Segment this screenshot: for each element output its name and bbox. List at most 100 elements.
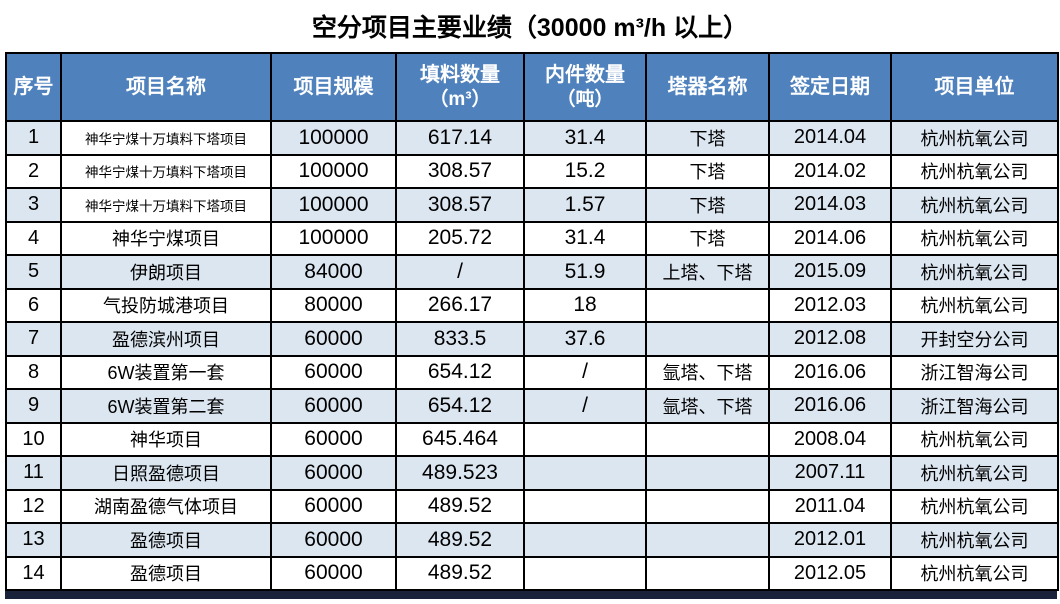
cell-sign-date: 2014.02 [768, 153, 892, 189]
cell-packing-qty: 617.14 [395, 120, 525, 156]
table-row: 10 神华项目 60000 645.464 2008.04 杭州杭氧公司 [5, 421, 1059, 457]
table-row: 14 盈德项目 60000 489.52 2012.05 杭州杭氧公司 [5, 555, 1059, 591]
column-header-label: 填料数量 [420, 63, 500, 86]
column-header-sublabel: （m³） [429, 88, 491, 110]
cell-project-name: 盈德项目 [60, 522, 272, 558]
cell-tower-name: 下塔 [645, 120, 770, 156]
cell-project-unit: 杭州杭氧公司 [890, 254, 1059, 290]
column-header-project-unit: 项目单位 [890, 52, 1059, 122]
table-row: 13 盈德项目 60000 489.52 2012.01 杭州杭氧公司 [5, 522, 1059, 558]
cell-scale: 60000 [270, 522, 397, 558]
cell-internals-qty [523, 522, 647, 558]
column-header-project-name: 项目名称 [60, 52, 272, 122]
cell-scale: 60000 [270, 388, 397, 424]
column-header-internals-qty: 内件数量 （吨） [523, 52, 647, 122]
table-row: 2 神华宁煤十万填料下塔项目 100000 308.57 15.2 下塔 2014.02 杭州… [5, 153, 1059, 189]
cell-project-name: 神华宁煤项目 [60, 220, 272, 256]
cell-scale: 100000 [270, 153, 397, 189]
cell-project-name: 神华宁煤十万填料下塔项目 [60, 120, 272, 156]
cell-sign-date: 2014.04 [768, 120, 892, 156]
table-row: 7 盈德滨州项目 60000 833.5 37.6 2012.08 开封空分公司 [5, 321, 1059, 357]
cell-project-name: 伊朗项目 [60, 254, 272, 290]
cell-internals-qty [523, 555, 647, 591]
cell-project-name: 盈德项目 [60, 555, 272, 591]
cell-sign-date: 2011.04 [768, 488, 892, 524]
cell-packing-qty: 308.57 [395, 153, 525, 189]
cell-sign-date: 2014.03 [768, 187, 892, 223]
cell-packing-qty: 489.52 [395, 522, 525, 558]
cell-tower-name: 下塔 [645, 153, 770, 189]
cell-packing-qty: 654.12 [395, 354, 525, 390]
table-row: 11 日照盈德项目 60000 489.523 2007.11 杭州杭氧公司 [5, 455, 1059, 491]
cell-scale: 100000 [270, 220, 397, 256]
cell-internals-qty: 31.4 [523, 220, 647, 256]
cell-sign-date: 2008.04 [768, 421, 892, 457]
column-header-label: 项目单位 [934, 76, 1015, 98]
cell-index: 1 [5, 120, 62, 156]
cell-sign-date: 2012.01 [768, 522, 892, 558]
cell-index: 2 [5, 153, 62, 189]
header-row: 序号 项目名称 项目规模 填料数量 （m³） 内件数量 （吨） 塔器名称 签定日期 项目单位 [5, 52, 1059, 122]
cell-project-unit: 浙江智海公司 [890, 354, 1059, 390]
cell-sign-date: 2016.06 [768, 388, 892, 424]
cell-sign-date: 2012.05 [768, 555, 892, 591]
cell-internals-qty: 18 [523, 287, 647, 323]
cell-scale: 80000 [270, 287, 397, 323]
table-body: 1 神华宁煤十万填料下塔项目 100000 617.14 31.4 下塔 2014.04 杭州… [5, 120, 1059, 591]
cell-internals-qty: / [523, 354, 647, 390]
column-header-tower-name: 塔器名称 [645, 52, 770, 122]
column-header-label: 内件数量 [545, 63, 625, 86]
cell-tower-name: 上塔、下塔 [645, 254, 770, 290]
cell-index: 9 [5, 388, 62, 424]
cell-project-unit: 杭州杭氧公司 [890, 153, 1059, 189]
cell-project-unit: 杭州杭氧公司 [890, 522, 1059, 558]
column-header-label: 签定日期 [790, 76, 870, 98]
cell-tower-name: 下塔 [645, 187, 770, 223]
cell-project-name: 日照盈德项目 [60, 455, 272, 491]
cell-scale: 60000 [270, 421, 397, 457]
cell-project-name: 湖南盈德气体项目 [60, 488, 272, 524]
cell-project-name: 盈德滨州项目 [60, 321, 272, 357]
cell-project-unit: 浙江智海公司 [890, 388, 1059, 424]
cell-index: 10 [5, 421, 62, 457]
column-header-label: 塔器名称 [667, 76, 748, 98]
cell-tower-name [645, 421, 770, 457]
cell-index: 3 [5, 187, 62, 223]
cell-packing-qty: 308.57 [395, 187, 525, 223]
cell-project-name: 气投防城港项目 [60, 287, 272, 323]
cell-scale: 100000 [270, 120, 397, 156]
table-row: 9 6W装置第二套 60000 654.12/氩塔、下塔 2016.06 浙江智海公司 [5, 388, 1059, 424]
cell-scale: 84000 [270, 254, 397, 290]
cell-project-unit: 杭州杭氧公司 [890, 555, 1059, 591]
cell-scale: 60000 [270, 555, 397, 591]
table-row: 12 湖南盈德气体项目 60000 489.52 2011.04 杭州杭氧公司 [5, 488, 1059, 524]
table-row: 6 气投防城港项目 80000 266.17 18 2012.03 杭州杭氧公司 [5, 287, 1059, 323]
table-row: 8 6W装置第一套 60000 654.12/氩塔、下塔 2016.06 浙江智海公司 [5, 354, 1059, 390]
cell-packing-qty: 489.52 [395, 488, 525, 524]
cell-tower-name [645, 555, 770, 591]
cell-index: 11 [5, 455, 62, 491]
cell-index: 6 [5, 287, 62, 323]
cell-tower-name [645, 455, 770, 491]
cell-tower-name [645, 522, 770, 558]
cell-project-unit: 杭州杭氧公司 [890, 220, 1059, 256]
cell-packing-qty: 833.5 [395, 321, 525, 357]
cell-project-unit: 杭州杭氧公司 [890, 488, 1059, 524]
table-row: 4 神华宁煤项目 100000 205.72 31.4 下塔 2014.06 杭州杭氧公司 [5, 220, 1059, 256]
cell-packing-qty: 205.72 [395, 220, 525, 256]
cell-tower-name [645, 488, 770, 524]
cell-index: 4 [5, 220, 62, 256]
table-header: 序号 项目名称 项目规模 填料数量 （m³） 内件数量 （吨） 塔器名称 签定日期 项目单位 [5, 52, 1059, 122]
cell-internals-qty: 37.6 [523, 321, 647, 357]
cell-scale: 60000 [270, 455, 397, 491]
cell-internals-qty [523, 421, 647, 457]
column-header-label: 项目名称 [126, 76, 206, 98]
cell-scale: 60000 [270, 321, 397, 357]
column-header-scale: 项目规模 [270, 52, 397, 122]
cell-project-unit: 杭州杭氧公司 [890, 187, 1059, 223]
page-title: 空分项目主要业绩（30000 m³/h 以上） [311, 14, 749, 42]
cell-sign-date: 2012.08 [768, 321, 892, 357]
cell-sign-date: 2014.06 [768, 220, 892, 256]
cell-packing-qty: / [395, 254, 525, 290]
